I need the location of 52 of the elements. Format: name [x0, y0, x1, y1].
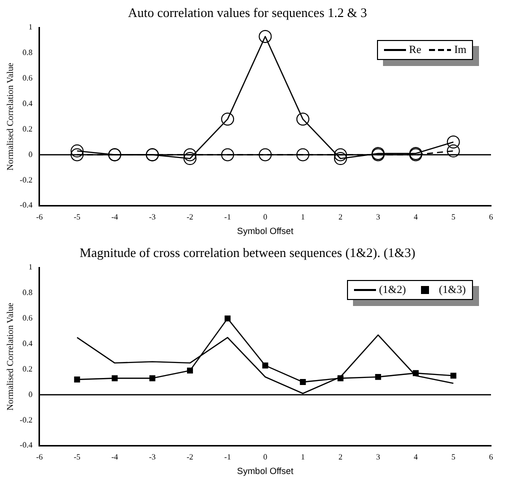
x-tick-label: 0 [263, 452, 268, 462]
y-tick-label: 0.4 [22, 338, 32, 348]
legend-label: Re [409, 44, 422, 56]
legend-label: (1&3) [438, 284, 466, 296]
x-axis-title: Symbol Offset [237, 466, 294, 476]
x-tick-label: -1 [224, 452, 231, 462]
chart-title: Auto correlation values for sequences 1.2 & 3 [128, 5, 367, 20]
x-tick-label: -5 [74, 212, 80, 222]
x-tick-label: -2 [186, 212, 194, 222]
y-tick-label: -0.4 [20, 200, 32, 210]
x-tick-label: 6 [489, 212, 493, 222]
x-tick-label: 6 [489, 452, 493, 462]
chart-title: Magnitude of cross correlation between sequences (1&2). (1&3) [80, 245, 416, 260]
y-tick-label: 0.6 [22, 314, 32, 323]
x-tick-label: 4 [414, 452, 418, 462]
x-tick-label: 3 [376, 452, 380, 462]
x-tick-label: 0 [263, 212, 268, 222]
x-tick-label: 1 [300, 452, 305, 462]
x-tick-label: 4 [414, 212, 418, 222]
x-tick-label: -5 [74, 452, 80, 462]
x-tick-label: 5 [451, 212, 456, 222]
x-tick-label: 5 [451, 452, 456, 462]
x-tick-label: -3 [149, 212, 156, 222]
y-tick-label: 0.2 [22, 124, 32, 134]
y-tick-label: 1 [28, 22, 32, 32]
x-tick-label: 2 [338, 212, 342, 222]
legend-label: Im [454, 44, 466, 56]
y-tick-label: 0.8 [22, 288, 32, 298]
x-tick-label: -4 [111, 452, 118, 462]
x-tick-label: -6 [36, 452, 43, 462]
y-tick-label: 0.8 [22, 48, 32, 58]
y-tick-label: 0 [28, 390, 32, 399]
y-tick-label: 0.4 [22, 98, 32, 108]
y-axis-title: Normalised Correlation Value [4, 62, 15, 171]
x-tick-label: -3 [149, 452, 156, 462]
x-axis-title: Symbol Offset [237, 226, 294, 236]
y-tick-label: -0.2 [20, 175, 32, 184]
x-tick-label: -4 [111, 212, 118, 222]
y-tick-label: -0.2 [20, 415, 32, 424]
x-tick-label: -6 [36, 212, 43, 222]
y-tick-label: -0.4 [20, 440, 32, 450]
x-tick-label: 3 [376, 212, 380, 222]
y-tick-label: 0.2 [22, 364, 32, 374]
x-tick-label: 1 [300, 212, 305, 222]
y-tick-label: 0.6 [22, 74, 32, 83]
y-tick-label: 0 [28, 150, 32, 159]
x-tick-label: 2 [338, 452, 342, 462]
x-tick-label: -1 [224, 212, 231, 222]
y-tick-label: 1 [28, 262, 32, 272]
x-tick-label: -2 [186, 452, 194, 462]
y-axis-title: Normalised Correlation Value [4, 302, 15, 411]
legend-label: (1&2) [379, 284, 406, 296]
